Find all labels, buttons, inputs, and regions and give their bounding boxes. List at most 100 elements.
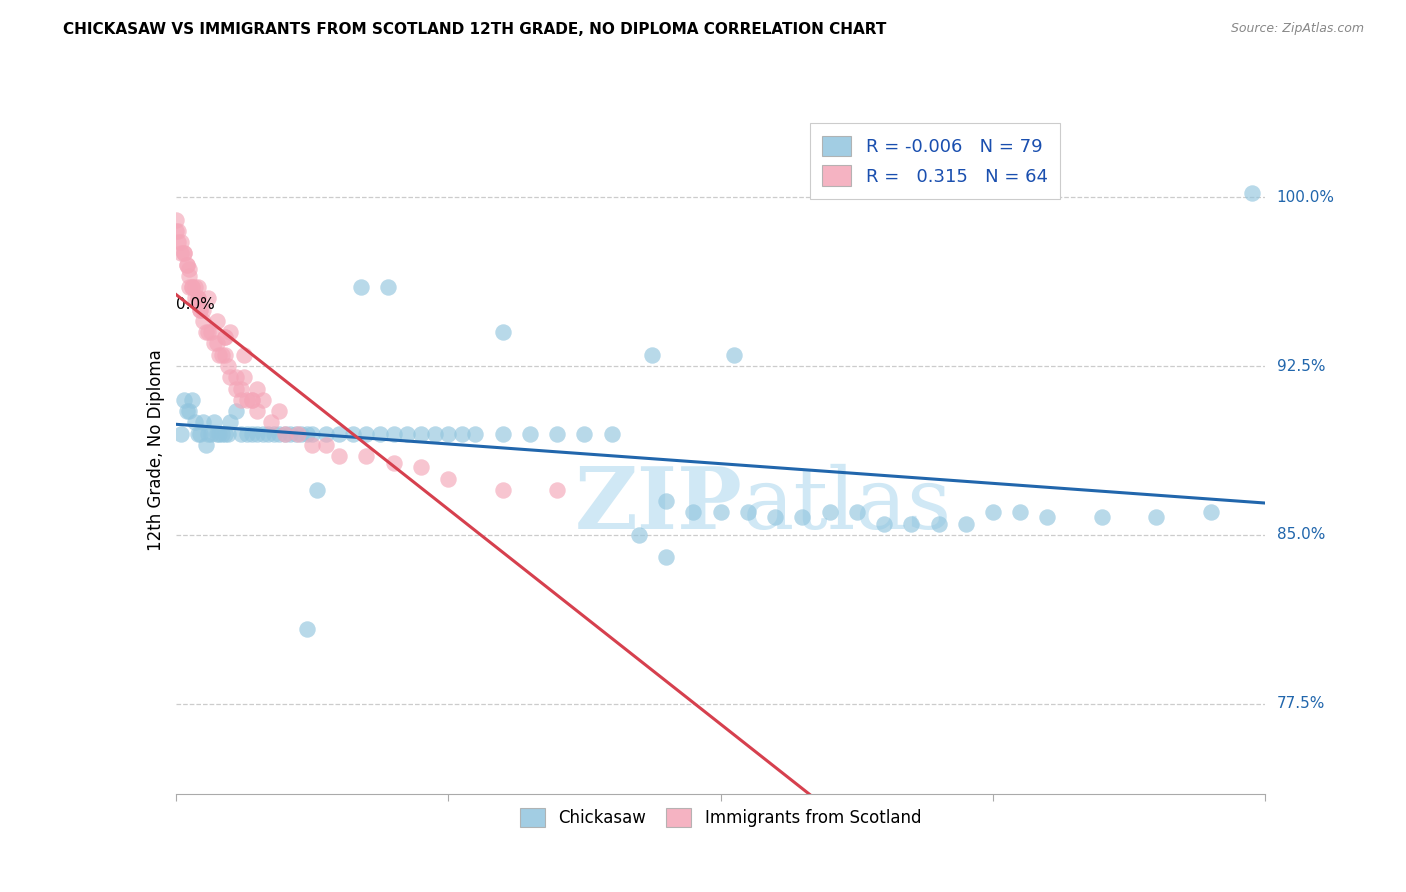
- Point: [240, 426, 263, 441]
- Point: [301, 426, 323, 441]
- Point: [246, 404, 269, 418]
- Point: [173, 246, 195, 260]
- Point: [792, 509, 814, 524]
- Point: [350, 280, 373, 294]
- Point: [246, 426, 269, 441]
- Point: [257, 426, 280, 441]
- Point: [682, 505, 704, 519]
- Point: [763, 509, 786, 524]
- Point: [214, 330, 236, 344]
- Point: [328, 426, 350, 441]
- Text: 85.0%: 85.0%: [1277, 527, 1324, 542]
- Point: [295, 623, 318, 637]
- Point: [202, 415, 225, 429]
- Point: [328, 449, 350, 463]
- Point: [225, 404, 247, 418]
- Point: [186, 426, 209, 441]
- Point: [246, 382, 269, 396]
- Point: [546, 483, 568, 497]
- Point: [214, 330, 236, 344]
- Point: [176, 258, 198, 272]
- Point: [252, 426, 274, 441]
- Point: [205, 336, 228, 351]
- Point: [211, 348, 233, 362]
- Point: [307, 483, 329, 497]
- Point: [219, 370, 242, 384]
- Point: [382, 456, 405, 470]
- Point: [450, 426, 472, 441]
- Point: [295, 426, 318, 441]
- Point: [219, 325, 242, 339]
- Point: [278, 426, 301, 441]
- Point: [627, 528, 650, 542]
- Point: [179, 262, 201, 277]
- Point: [437, 426, 460, 441]
- Point: [600, 426, 623, 441]
- Point: [252, 392, 274, 407]
- Point: [269, 426, 291, 441]
- Point: [181, 280, 204, 294]
- Point: [1091, 509, 1114, 524]
- Point: [235, 392, 257, 407]
- Point: [818, 505, 841, 519]
- Point: [205, 426, 228, 441]
- Point: [655, 494, 678, 508]
- Point: [492, 325, 515, 339]
- Point: [179, 268, 201, 283]
- Point: [377, 280, 399, 294]
- Point: [191, 415, 214, 429]
- Point: [170, 426, 193, 441]
- Point: [208, 426, 231, 441]
- Point: [170, 235, 193, 249]
- Point: [188, 302, 211, 317]
- Point: [181, 392, 204, 407]
- Point: [382, 426, 405, 441]
- Point: [235, 426, 257, 441]
- Point: [301, 438, 323, 452]
- Point: [214, 426, 236, 441]
- Text: CHICKASAW VS IMMIGRANTS FROM SCOTLAND 12TH GRADE, NO DIPLOMA CORRELATION CHART: CHICKASAW VS IMMIGRANTS FROM SCOTLAND 12…: [63, 22, 887, 37]
- Legend: Chickasaw, Immigrants from Scotland: Chickasaw, Immigrants from Scotland: [513, 801, 928, 834]
- Point: [710, 505, 733, 519]
- Point: [214, 348, 236, 362]
- Point: [240, 392, 263, 407]
- Y-axis label: 12th Grade, No Diploma: 12th Grade, No Diploma: [146, 350, 165, 551]
- Point: [202, 336, 225, 351]
- Point: [1010, 505, 1032, 519]
- Point: [205, 314, 228, 328]
- Point: [981, 505, 1004, 519]
- Point: [200, 426, 222, 441]
- Point: [191, 302, 214, 317]
- Point: [217, 426, 239, 441]
- Point: [356, 449, 378, 463]
- Point: [179, 404, 201, 418]
- Point: [641, 348, 664, 362]
- Point: [260, 415, 283, 429]
- Point: [231, 392, 253, 407]
- Point: [1144, 509, 1167, 524]
- Point: [219, 415, 242, 429]
- Point: [186, 292, 209, 306]
- Point: [342, 426, 364, 441]
- Point: [269, 404, 291, 418]
- Point: [167, 224, 190, 238]
- Point: [181, 280, 204, 294]
- Text: 100.0%: 100.0%: [1277, 190, 1334, 204]
- Point: [165, 224, 187, 238]
- Point: [184, 292, 207, 306]
- Text: 77.5%: 77.5%: [1277, 697, 1324, 711]
- Point: [464, 426, 486, 441]
- Point: [290, 426, 312, 441]
- Text: 0.0%: 0.0%: [176, 297, 215, 312]
- Point: [655, 550, 678, 565]
- Text: atlas: atlas: [742, 464, 952, 547]
- Point: [208, 348, 231, 362]
- Text: 92.5%: 92.5%: [1277, 359, 1324, 374]
- Point: [231, 382, 253, 396]
- Point: [197, 325, 219, 339]
- Point: [315, 426, 337, 441]
- Point: [197, 292, 219, 306]
- Point: [231, 426, 253, 441]
- Point: [492, 483, 515, 497]
- Point: [409, 460, 432, 475]
